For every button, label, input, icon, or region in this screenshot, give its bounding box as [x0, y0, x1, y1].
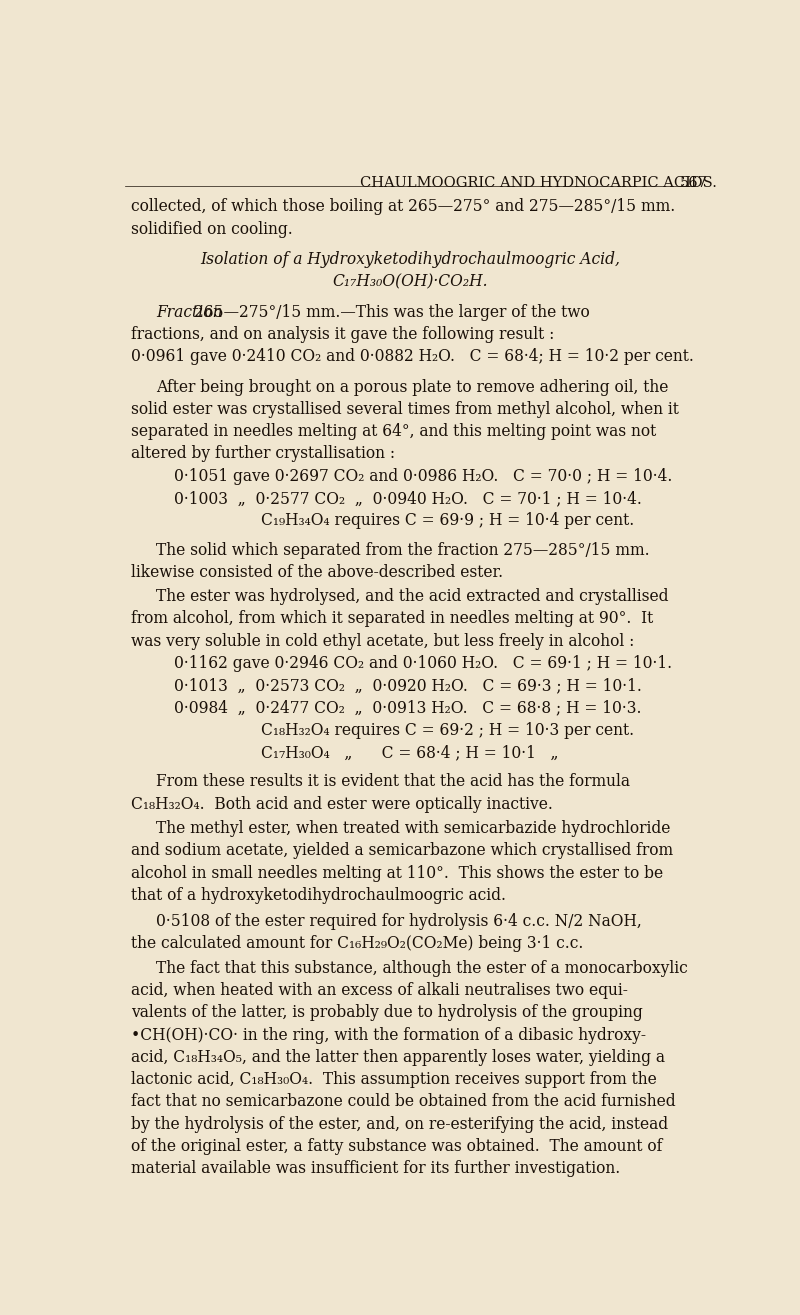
Text: The ester was hydrolysed, and the acid extracted and crystallised: The ester was hydrolysed, and the acid e…	[156, 588, 668, 605]
Text: Fraction: Fraction	[156, 304, 227, 321]
Text: of the original ester, a fatty substance was obtained.  The amount of: of the original ester, a fatty substance…	[131, 1137, 662, 1155]
Text: C₁₇H₃₀O₄   „      C = 68·4 ; H = 10·1   „: C₁₇H₃₀O₄ „ C = 68·4 ; H = 10·1 „	[262, 744, 558, 761]
Text: by the hydrolysis of the ester, and, on re-esterifying the acid, instead: by the hydrolysis of the ester, and, on …	[131, 1115, 668, 1132]
Text: acid, C₁₈H₃₄O₅, and the latter then apparently loses water, yielding a: acid, C₁₈H₃₄O₅, and the latter then appa…	[131, 1049, 665, 1066]
Text: altered by further crystallisation :: altered by further crystallisation :	[131, 446, 395, 463]
Text: separated in needles melting at 64°, and this melting point was not: separated in needles melting at 64°, and…	[131, 423, 656, 441]
Text: that of a hydroxyketodihydrochaulmoogric acid.: that of a hydroxyketodihydrochaulmoogric…	[131, 886, 506, 903]
Text: from alcohol, from which it separated in needles melting at 90°.  It: from alcohol, from which it separated in…	[131, 610, 654, 627]
Text: The methyl ester, when treated with semicarbazide hydrochloride: The methyl ester, when treated with semi…	[156, 821, 670, 838]
Text: 0·5108 of the ester required for hydrolysis 6·4 c.c. N/2 NaOH,: 0·5108 of the ester required for hydroly…	[156, 913, 642, 930]
Text: collected, of which those boiling at 265—275° and 275—285°/15 mm.: collected, of which those boiling at 265…	[131, 199, 675, 216]
Text: material available was insufficient for its further investigation.: material available was insufficient for …	[131, 1160, 620, 1177]
Text: 0·1003  „  0·2577 CO₂  „  0·0940 H₂O.   C = 70·1 ; H = 10·4.: 0·1003 „ 0·2577 CO₂ „ 0·0940 H₂O. C = 70…	[174, 490, 642, 506]
Text: 567: 567	[680, 176, 707, 191]
Text: 0·1051 gave 0·2697 CO₂ and 0·0986 H₂O.   C = 70·0 ; H = 10·4.: 0·1051 gave 0·2697 CO₂ and 0·0986 H₂O. C…	[174, 468, 673, 485]
Text: C₁₈H₃₂O₄.  Both acid and ester were optically inactive.: C₁₈H₃₂O₄. Both acid and ester were optic…	[131, 796, 553, 813]
Text: The fact that this substance, although the ester of a monocarboxylic: The fact that this substance, although t…	[156, 960, 687, 977]
Text: 265—275°/15 mm.—This was the larger of the two: 265—275°/15 mm.—This was the larger of t…	[194, 304, 590, 321]
Text: fact that no semicarbazone could be obtained from the acid furnished: fact that no semicarbazone could be obta…	[131, 1093, 676, 1110]
Text: C₁₇H₃₀O(OH)·CO₂H.: C₁₇H₃₀O(OH)·CO₂H.	[332, 274, 488, 291]
Text: C₁₈H₃₂O₄ requires C = 69·2 ; H = 10·3 per cent.: C₁₈H₃₂O₄ requires C = 69·2 ; H = 10·3 pe…	[262, 722, 634, 739]
Text: 0·1162 gave 0·2946 CO₂ and 0·1060 H₂O.   C = 69·1 ; H = 10·1.: 0·1162 gave 0·2946 CO₂ and 0·1060 H₂O. C…	[174, 655, 673, 672]
Text: C₁₉H₃₄O₄ requires C = 69·9 ; H = 10·4 per cent.: C₁₉H₃₄O₄ requires C = 69·9 ; H = 10·4 pe…	[262, 513, 634, 529]
Text: was very soluble in cold ethyl acetate, but less freely in alcohol :: was very soluble in cold ethyl acetate, …	[131, 633, 634, 650]
Text: and sodium acetate, yielded a semicarbazone which crystallised from: and sodium acetate, yielded a semicarbaz…	[131, 843, 673, 859]
Text: alcohol in small needles melting at 110°.  This shows the ester to be: alcohol in small needles melting at 110°…	[131, 864, 663, 881]
Text: solid ester was crystallised several times from methyl alcohol, when it: solid ester was crystallised several tim…	[131, 401, 679, 418]
Text: solidified on cooling.: solidified on cooling.	[131, 221, 293, 238]
Text: •CH(OH)·CO· in the ring, with the formation of a dibasic hydroxy-: •CH(OH)·CO· in the ring, with the format…	[131, 1027, 646, 1044]
Text: fractions, and on analysis it gave the following result :: fractions, and on analysis it gave the f…	[131, 326, 554, 343]
Text: Isolation of a Hydroxyketodihydrochaulmoogric Acid,: Isolation of a Hydroxyketodihydrochaulmo…	[200, 251, 620, 268]
Text: From these results it is evident that the acid has the formula: From these results it is evident that th…	[156, 773, 630, 790]
Text: 0·0961 gave 0·2410 CO₂ and 0·0882 H₂O.   C = 68·4; H = 10·2 per cent.: 0·0961 gave 0·2410 CO₂ and 0·0882 H₂O. C…	[131, 348, 694, 366]
Text: CHAULMOOGRIC AND HYDNOCARPIC ACIDS.: CHAULMOOGRIC AND HYDNOCARPIC ACIDS.	[360, 176, 718, 191]
Text: After being brought on a porous plate to remove adhering oil, the: After being brought on a porous plate to…	[156, 379, 668, 396]
Text: 0·1013  „  0·2573 CO₂  „  0·0920 H₂O.   C = 69·3 ; H = 10·1.: 0·1013 „ 0·2573 CO₂ „ 0·0920 H₂O. C = 69…	[174, 677, 642, 694]
Text: 0·0984  „  0·2477 CO₂  „  0·0913 H₂O.   C = 68·8 ; H = 10·3.: 0·0984 „ 0·2477 CO₂ „ 0·0913 H₂O. C = 68…	[174, 700, 642, 717]
Text: lactonic acid, C₁₈H₃₀O₄.  This assumption receives support from the: lactonic acid, C₁₈H₃₀O₄. This assumption…	[131, 1072, 657, 1088]
Text: The solid which separated from the fraction 275—285°/15 mm.: The solid which separated from the fract…	[156, 542, 650, 559]
Text: acid, when heated with an excess of alkali neutralises two equi-: acid, when heated with an excess of alka…	[131, 982, 628, 999]
Text: valents of the latter, is probably due to hydrolysis of the grouping: valents of the latter, is probably due t…	[131, 1005, 642, 1022]
Text: likewise consisted of the above-described ester.: likewise consisted of the above-describe…	[131, 564, 503, 581]
Text: the calculated amount for C₁₆H₂₉O₂(CO₂Me) being 3·1 c.c.: the calculated amount for C₁₆H₂₉O₂(CO₂Me…	[131, 935, 583, 952]
